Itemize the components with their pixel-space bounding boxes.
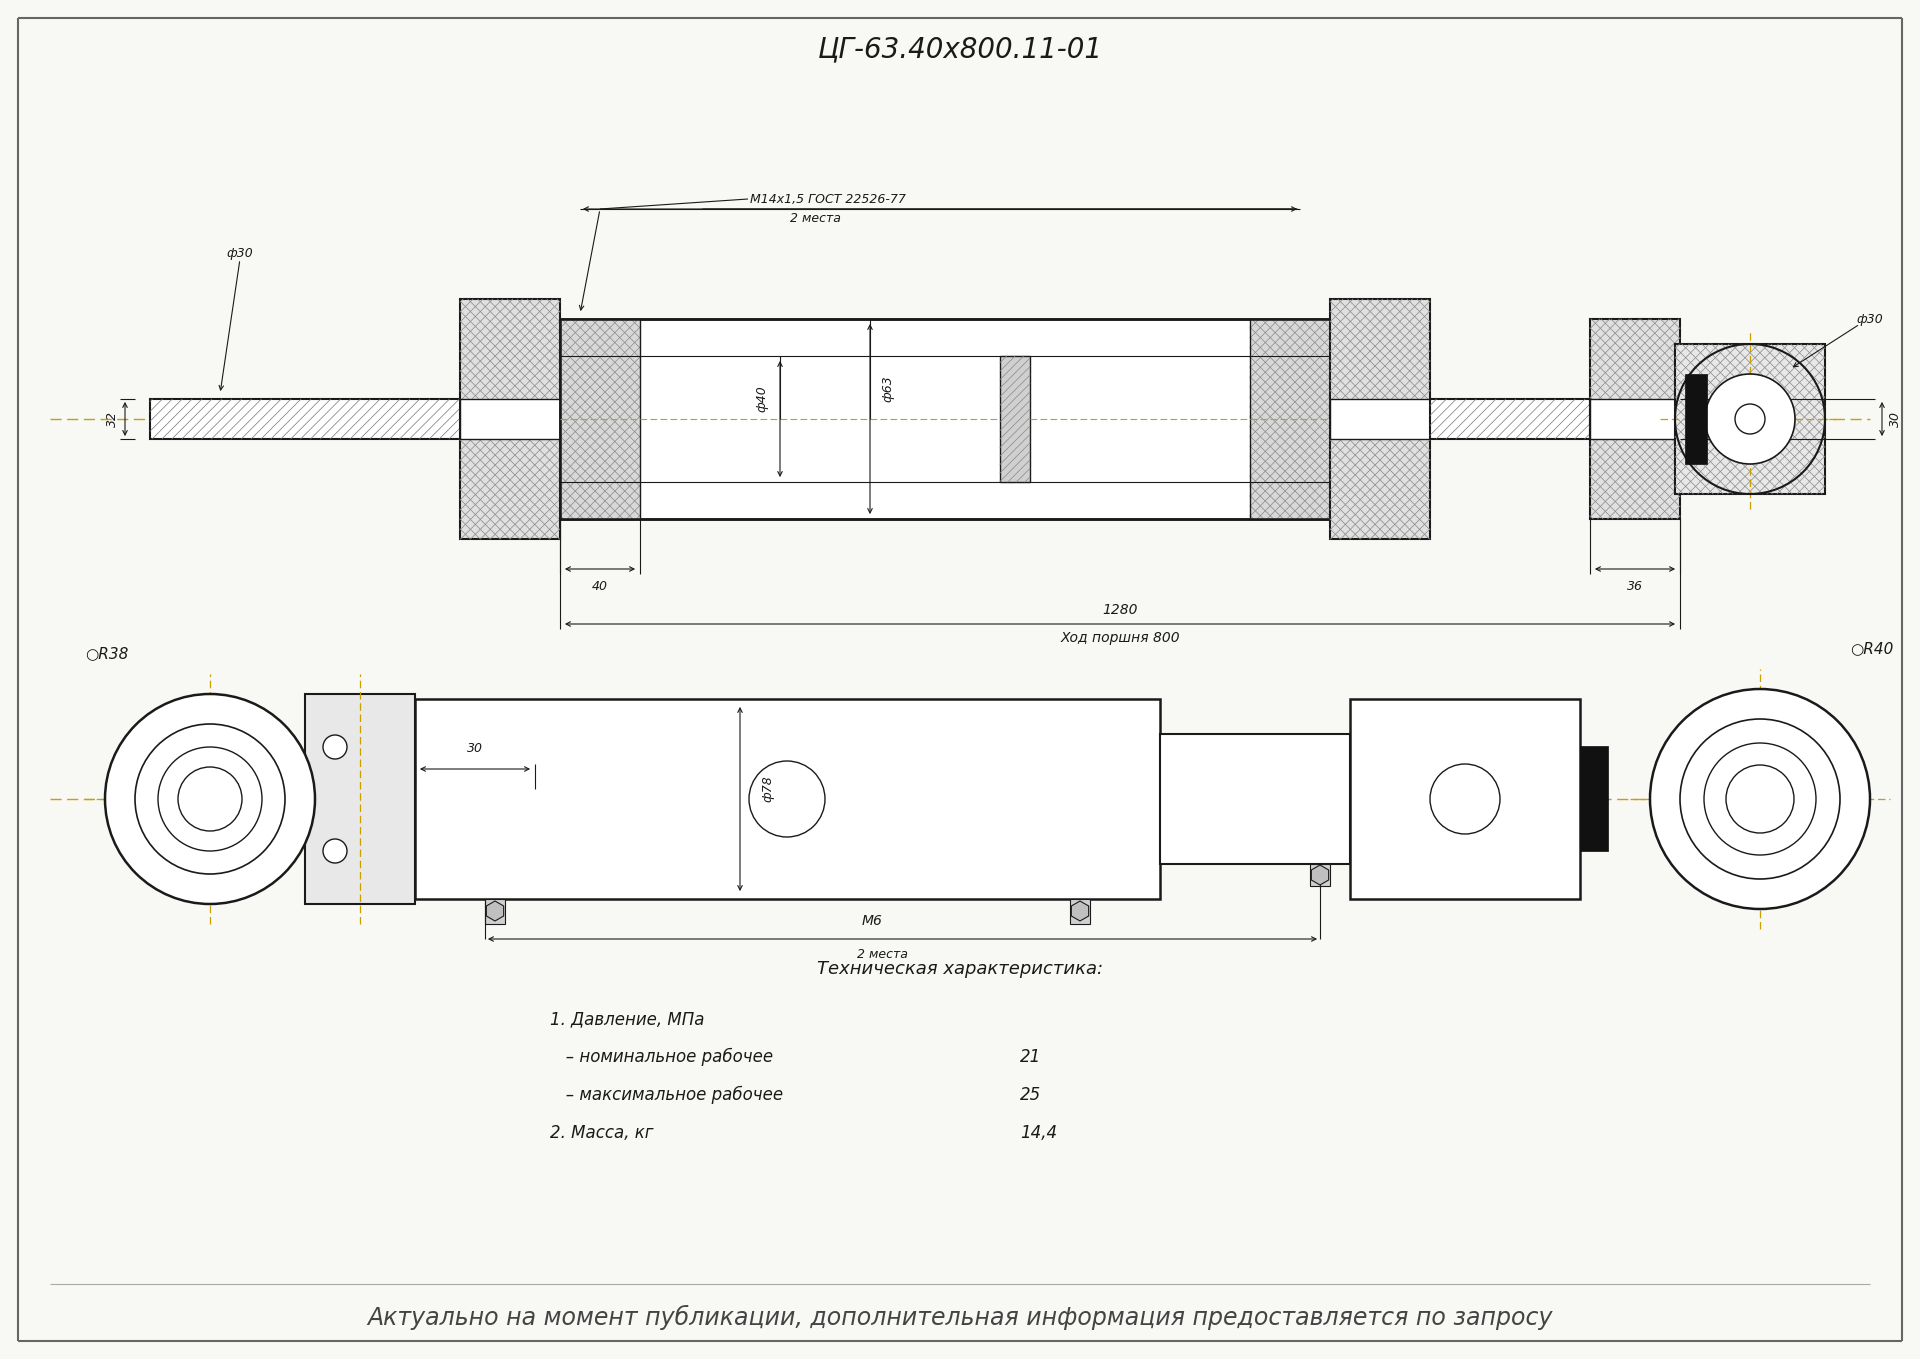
- Bar: [1590, 400, 1680, 439]
- Bar: [305, 694, 415, 904]
- Bar: [1331, 400, 1430, 439]
- Circle shape: [323, 735, 348, 758]
- Bar: [1309, 864, 1331, 886]
- Circle shape: [157, 747, 261, 851]
- Text: ○R40: ○R40: [1851, 641, 1893, 656]
- Text: 14,4: 14,4: [1020, 1124, 1058, 1142]
- Text: Техническая характеристика:: Техническая характеристика:: [816, 959, 1104, 978]
- Bar: [1250, 319, 1331, 519]
- Circle shape: [1736, 404, 1764, 434]
- Text: 2 места: 2 места: [856, 949, 908, 962]
- Text: М14х1,5 ГОСТ 22526-77: М14х1,5 ГОСТ 22526-77: [751, 193, 906, 205]
- Circle shape: [134, 724, 284, 874]
- Bar: [561, 319, 1331, 519]
- Circle shape: [1705, 743, 1816, 855]
- Polygon shape: [486, 901, 503, 921]
- Text: ф30: ф30: [1857, 313, 1884, 326]
- Text: 30: 30: [1889, 410, 1901, 427]
- Text: 2 места: 2 места: [789, 212, 841, 226]
- Bar: [1160, 734, 1350, 864]
- Text: – максимальное рабочее: – максимальное рабочее: [549, 1086, 783, 1104]
- Bar: [1674, 344, 1826, 495]
- Text: – номинальное рабочее: – номинальное рабочее: [549, 1048, 774, 1065]
- Bar: [461, 299, 561, 540]
- Text: ф40: ф40: [755, 386, 768, 412]
- Bar: [1331, 299, 1430, 540]
- Bar: [1686, 374, 1707, 463]
- Bar: [561, 319, 639, 519]
- Text: 1. Давление, МПа: 1. Давление, МПа: [549, 1010, 705, 1027]
- Text: 40: 40: [591, 580, 609, 594]
- Circle shape: [1680, 719, 1839, 879]
- Polygon shape: [1311, 864, 1329, 885]
- Bar: [1069, 900, 1091, 924]
- Text: 30: 30: [467, 742, 484, 756]
- Text: Ход поршня 800: Ход поршня 800: [1060, 631, 1179, 646]
- Circle shape: [749, 761, 826, 837]
- Text: М6: М6: [862, 915, 883, 928]
- Text: 25: 25: [1020, 1086, 1041, 1104]
- Bar: [1350, 699, 1580, 900]
- Text: 1280: 1280: [1102, 603, 1139, 617]
- Circle shape: [106, 694, 315, 904]
- Circle shape: [179, 766, 242, 830]
- Circle shape: [1430, 764, 1500, 834]
- Bar: [1250, 319, 1331, 519]
- Bar: [561, 319, 639, 519]
- Bar: [1430, 400, 1590, 439]
- Text: 2. Масса, кг: 2. Масса, кг: [549, 1124, 653, 1142]
- Text: ○R38: ○R38: [84, 647, 129, 662]
- Bar: [1580, 746, 1609, 851]
- Bar: [415, 699, 1160, 900]
- Text: ЦГ-63.40х800.11-01: ЦГ-63.40х800.11-01: [818, 35, 1102, 63]
- Bar: [486, 900, 505, 924]
- Text: 21: 21: [1020, 1048, 1041, 1065]
- Circle shape: [323, 839, 348, 863]
- Text: ф30: ф30: [227, 247, 253, 261]
- Bar: [1000, 356, 1029, 482]
- Polygon shape: [1071, 901, 1089, 921]
- Text: 32: 32: [106, 410, 119, 427]
- Text: ф63: ф63: [881, 375, 895, 402]
- Bar: [150, 400, 470, 439]
- Text: 36: 36: [1626, 580, 1644, 594]
- Circle shape: [1726, 765, 1793, 833]
- Text: Актуально на момент публикации, дополнительная информация предоставляется по зап: Актуально на момент публикации, дополнит…: [367, 1305, 1553, 1329]
- Bar: [561, 319, 1331, 519]
- Text: ф78: ф78: [762, 776, 774, 802]
- Bar: [1590, 319, 1680, 519]
- Bar: [461, 400, 561, 439]
- Circle shape: [1705, 374, 1795, 463]
- Circle shape: [1649, 689, 1870, 909]
